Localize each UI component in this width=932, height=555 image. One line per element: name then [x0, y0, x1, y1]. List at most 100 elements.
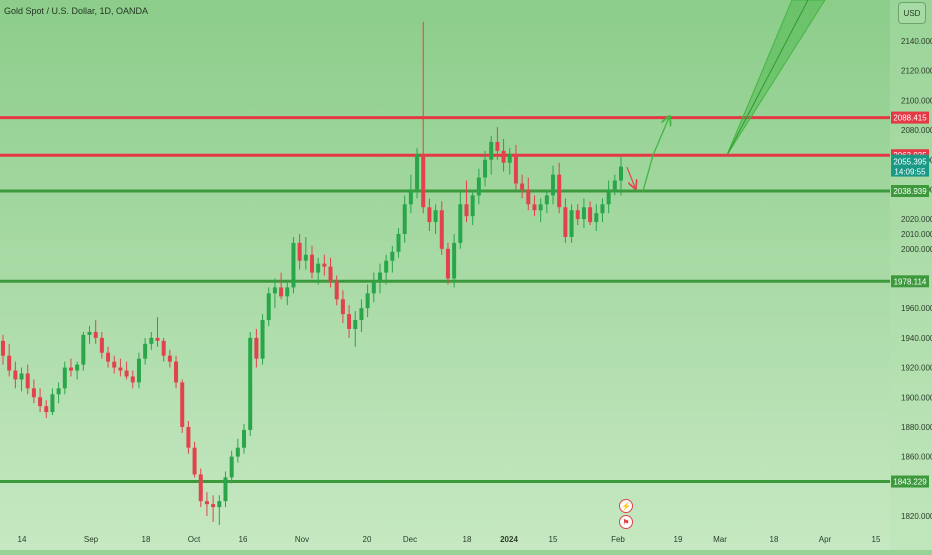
candle-body	[266, 293, 271, 321]
candle-body	[174, 361, 179, 383]
candle-body	[575, 210, 580, 220]
candle-body	[538, 204, 543, 211]
candle-body	[612, 180, 617, 190]
y-tick-label: 1880.000	[901, 423, 932, 432]
x-tick-label: 15	[549, 535, 558, 544]
candle-body	[192, 447, 197, 475]
candle-body	[106, 352, 111, 362]
candle-body	[433, 210, 438, 223]
y-tick-label: 2140.000	[901, 37, 932, 46]
time-axis[interactable]: 14 Sep 18 Oct 16 Nov 20 Dec 18 2024 15 Feb 19 Mar 18 Ap…	[18, 535, 881, 544]
y-tick-label: 2100.000	[901, 96, 932, 105]
candle-body	[606, 189, 611, 205]
candle-body	[1, 340, 5, 356]
candle-body	[353, 320, 358, 329]
y-tick-label: 2000.000	[901, 245, 932, 254]
y-tick-label: 1820.000	[901, 512, 932, 521]
candle-body	[118, 367, 123, 371]
candle-body	[44, 406, 49, 413]
candle-body	[563, 207, 568, 237]
candle-body	[464, 204, 469, 217]
candle-body	[13, 370, 18, 380]
pullback-arrow[interactable]	[626, 166, 635, 187]
x-tick-label: 18	[142, 535, 151, 544]
candle-body	[31, 388, 36, 398]
candle-body	[557, 174, 562, 208]
candle-body	[99, 337, 104, 353]
y-tick-label: 1920.000	[901, 364, 932, 373]
y-tick-label: 2120.000	[901, 67, 932, 76]
x-tick-label: 2024	[500, 535, 518, 544]
candle-body	[56, 388, 61, 395]
y-tick-label: 2080.000	[901, 126, 932, 135]
candle-body	[217, 501, 222, 508]
level-price-tag	[891, 475, 929, 488]
candle-body	[50, 394, 55, 413]
candle-body	[322, 263, 327, 267]
flag-icon[interactable]: ⚑	[619, 515, 633, 529]
candle-body	[272, 287, 277, 294]
candle-body	[489, 141, 494, 160]
candle-body	[7, 355, 12, 371]
candle-body	[155, 337, 160, 341]
target-wedge[interactable]	[726, 0, 826, 156]
candle-body	[81, 334, 86, 365]
candle-body	[476, 177, 481, 196]
candle-body	[297, 242, 302, 261]
candle-body	[19, 373, 24, 380]
x-tick-label: 18	[770, 535, 779, 544]
y-tick-label: 2010.000	[901, 230, 932, 239]
candle-body	[513, 153, 518, 184]
candle-body	[161, 340, 166, 356]
candle-body	[619, 166, 623, 181]
x-tick-label: 18	[463, 535, 472, 544]
candle-body	[291, 242, 296, 288]
x-tick-label: 19	[674, 535, 683, 544]
candle-body	[328, 266, 333, 282]
candle-body	[235, 447, 240, 457]
current-price-label: 2055.395	[893, 158, 927, 167]
level-price-label: 1843.229	[893, 478, 927, 487]
candle-body	[340, 299, 345, 315]
candle-body	[452, 242, 457, 279]
candle-body	[520, 183, 525, 190]
candle-body	[242, 429, 247, 448]
price-axis-panel	[890, 0, 932, 550]
candle-body	[495, 141, 500, 151]
candle-body	[458, 204, 463, 243]
candle-body	[415, 153, 420, 190]
candle-body	[279, 287, 284, 297]
candle-body	[25, 373, 30, 389]
candle-body	[204, 501, 209, 505]
lightning-icon[interactable]: ⚡	[619, 499, 633, 513]
x-tick-label: Oct	[188, 535, 201, 544]
candle-body	[445, 248, 450, 279]
candle-body	[254, 337, 259, 359]
candle-body	[62, 367, 67, 389]
candle-body	[303, 254, 308, 261]
price-axis[interactable]: 2140.0002120.0002100.0002080.0002060.000…	[890, 0, 932, 550]
candle-body	[130, 376, 135, 383]
x-tick-label: Dec	[403, 535, 417, 544]
candle-body	[390, 251, 395, 261]
projection-arrow[interactable]	[642, 118, 669, 192]
candle-body	[87, 331, 92, 335]
candle-body	[483, 159, 488, 178]
candle-body	[316, 263, 321, 273]
currency-button[interactable]: USD	[898, 2, 926, 24]
candle-body	[180, 382, 185, 427]
candle-body	[38, 397, 43, 407]
candle-body	[167, 355, 172, 362]
candle-body	[588, 207, 593, 223]
x-tick-label: 20	[363, 535, 372, 544]
level-price-label: 2038.939	[893, 187, 927, 196]
candle-body	[112, 361, 117, 368]
candle-countdown: 14:09:55	[894, 168, 926, 177]
projection-drawings	[626, 0, 826, 192]
candle-body	[402, 204, 407, 234]
candle-body	[551, 174, 556, 196]
candle-body	[544, 195, 549, 205]
